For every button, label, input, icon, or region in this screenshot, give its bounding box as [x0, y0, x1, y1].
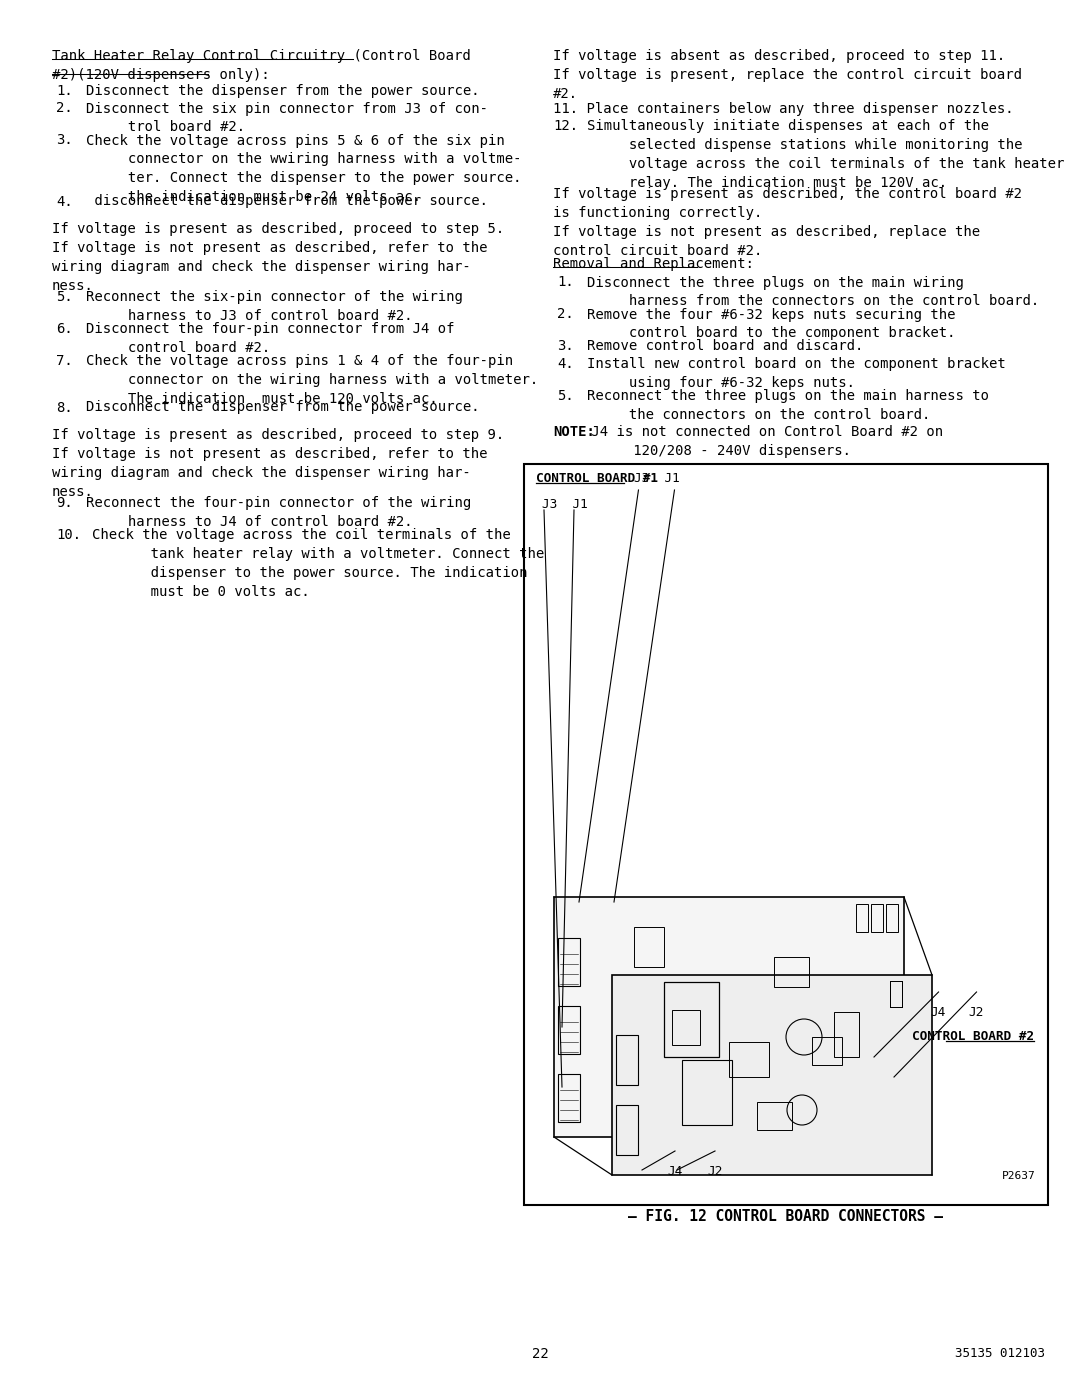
Text: 9.: 9. — [56, 496, 72, 510]
Text: If voltage is present as described, proceed to step 5.
If voltage is not present: If voltage is present as described, proc… — [52, 222, 504, 293]
Text: disconnect the dispenser from the power source.: disconnect the dispenser from the power … — [86, 194, 488, 208]
Text: J2: J2 — [969, 1006, 984, 1018]
Text: Check the voltage across pins 1 & 4 of the four-pin
     connector on the wiring: Check the voltage across pins 1 & 4 of t… — [86, 353, 538, 407]
Text: 12.: 12. — [553, 119, 578, 133]
Text: — FIG. 12 CONTROL BOARD CONNECTORS —: — FIG. 12 CONTROL BOARD CONNECTORS — — [629, 1208, 944, 1224]
Text: Remove control board and discard.: Remove control board and discard. — [588, 339, 863, 353]
Text: CONTROL BOARD #1: CONTROL BOARD #1 — [536, 472, 658, 485]
Bar — [890, 981, 902, 1007]
Bar — [834, 1011, 859, 1058]
Text: Removal and Replacement:: Removal and Replacement: — [553, 257, 754, 271]
Text: 35135 012103: 35135 012103 — [955, 1347, 1045, 1361]
Bar — [856, 904, 868, 932]
Bar — [616, 1035, 638, 1085]
Text: J4: J4 — [667, 1165, 683, 1178]
Text: 5.: 5. — [557, 388, 573, 402]
Text: J2: J2 — [707, 1165, 723, 1178]
Text: 4.: 4. — [557, 358, 573, 372]
Text: If voltage is present as described, the control board #2
is functioning correctl: If voltage is present as described, the … — [553, 187, 1022, 258]
Bar — [890, 981, 902, 1007]
Text: Remove the four #6-32 keps nuts securing the
     control board to the component: Remove the four #6-32 keps nuts securing… — [588, 307, 956, 341]
Bar — [890, 981, 902, 1007]
Text: 7.: 7. — [56, 353, 72, 367]
Text: P2637: P2637 — [1002, 1171, 1036, 1180]
Text: Check the voltage across pins 5 & 6 of the six pin
     connector on the wwiring: Check the voltage across pins 5 & 6 of t… — [86, 134, 522, 204]
Text: Disconnect the six pin connector from J3 of con-
     trol board #2.: Disconnect the six pin connector from J3… — [86, 102, 488, 134]
Bar — [554, 897, 904, 1137]
Text: 3.: 3. — [557, 339, 573, 353]
Text: J3  J1: J3 J1 — [634, 472, 680, 485]
Text: 6.: 6. — [56, 321, 72, 337]
Bar — [812, 1037, 842, 1065]
Bar — [774, 957, 809, 988]
Bar — [558, 937, 580, 986]
Bar — [681, 1060, 732, 1125]
Bar — [870, 904, 883, 932]
Text: Reconnect the three plugs on the main harness to
     the connectors on the cont: Reconnect the three plugs on the main ha… — [588, 388, 989, 422]
Text: NOTE:: NOTE: — [553, 425, 595, 439]
Text: 22: 22 — [531, 1347, 549, 1361]
Text: Reconnect the six-pin connector of the wiring
     harness to J3 of control boar: Reconnect the six-pin connector of the w… — [86, 291, 463, 323]
Text: Disconnect the dispenser from the power source.: Disconnect the dispenser from the power … — [86, 84, 480, 98]
Bar — [524, 464, 1048, 1206]
Text: Disconnect the three plugs on the main wiring
     harness from the connectors o: Disconnect the three plugs on the main w… — [588, 275, 1039, 309]
Text: If voltage is present as described, proceed to step 9.
If voltage is not present: If voltage is present as described, proc… — [52, 427, 504, 499]
Bar — [634, 928, 664, 967]
Text: CONTROL BOARD #2: CONTROL BOARD #2 — [912, 1030, 1034, 1044]
Bar — [757, 1102, 792, 1130]
Text: J3  J1: J3 J1 — [542, 497, 588, 511]
Text: Install new control board on the component bracket
     using four #6-32 keps nu: Install new control board on the compone… — [588, 358, 1005, 390]
Bar — [558, 1006, 580, 1053]
Bar — [886, 904, 897, 932]
Text: 11. Place containers below any three dispenser nozzles.: 11. Place containers below any three dis… — [553, 102, 1014, 116]
Text: Simultaneously initiate dispenses at each of the
     selected dispense stations: Simultaneously initiate dispenses at eac… — [588, 119, 1065, 190]
Text: Disconnect the four-pin connector from J4 of
     control board #2.: Disconnect the four-pin connector from J… — [86, 321, 455, 355]
Bar — [672, 1010, 700, 1045]
Bar — [616, 1105, 638, 1155]
Text: 1.: 1. — [557, 275, 573, 289]
Text: 2.: 2. — [557, 307, 573, 321]
Bar — [558, 1074, 580, 1122]
Bar — [664, 982, 719, 1058]
Text: 8.: 8. — [56, 401, 72, 415]
Bar — [729, 1042, 769, 1077]
Text: Disconnect the dispenser from the power source.: Disconnect the dispenser from the power … — [86, 401, 480, 415]
Text: J4 is not connected on Control Board #2 on
      120/208 - 240V dispensers.: J4 is not connected on Control Board #2 … — [583, 425, 943, 458]
Text: 5.: 5. — [56, 291, 72, 305]
Text: Check the voltage across the coil terminals of the
       tank heater relay with: Check the voltage across the coil termin… — [92, 528, 544, 599]
Text: 10.: 10. — [56, 528, 81, 542]
Text: 3.: 3. — [56, 134, 72, 148]
Text: If voltage is absent as described, proceed to step 11.
If voltage is present, re: If voltage is absent as described, proce… — [553, 49, 1022, 101]
Text: Reconnect the four-pin connector of the wiring
     harness to J4 of control boa: Reconnect the four-pin connector of the … — [86, 496, 471, 529]
Text: 2.: 2. — [56, 102, 72, 116]
Text: 1.: 1. — [56, 84, 72, 98]
Text: J4: J4 — [931, 1006, 946, 1018]
Bar — [612, 975, 932, 1175]
Text: 4.: 4. — [56, 194, 72, 208]
Text: Tank Heater Relay Control Circuitry (Control Board
#2)(120V dispensers only):: Tank Heater Relay Control Circuitry (Con… — [52, 49, 471, 82]
